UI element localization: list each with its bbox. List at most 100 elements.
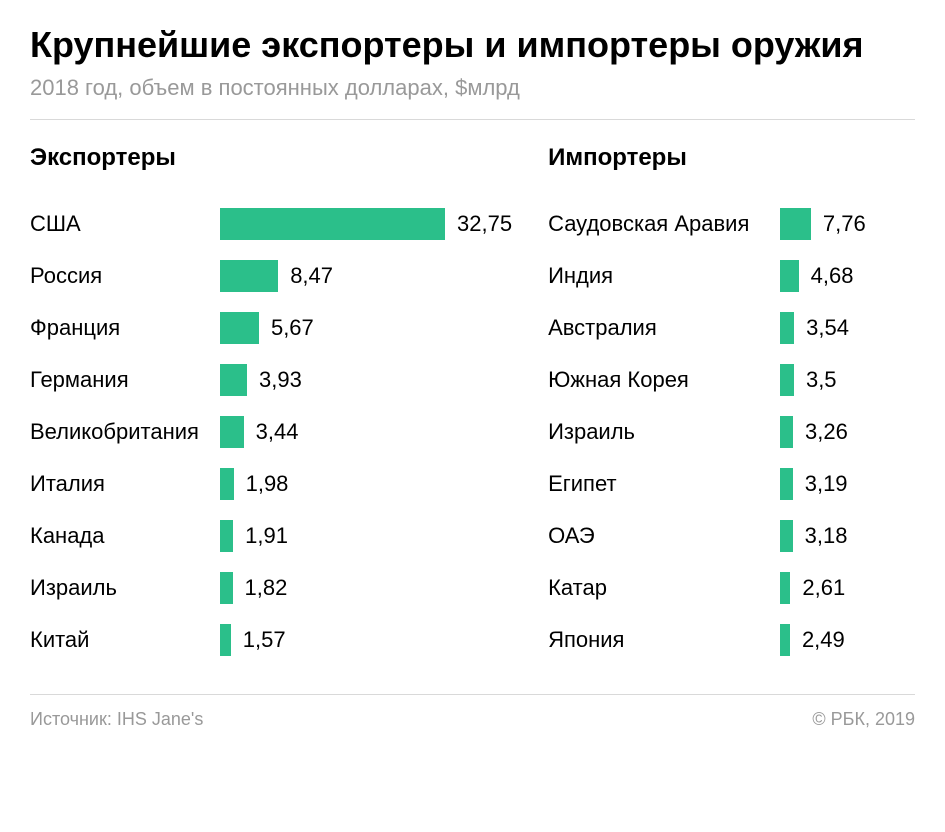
bar <box>780 364 794 396</box>
row-label: Китай <box>30 627 220 653</box>
exporters-rows: США 32,75 Россия 8,47 Франция 5,67 Германия 3,9… <box>30 198 512 666</box>
infographic-container: Крупнейшие экспортеры и импортеры оружия… <box>0 0 945 750</box>
bar <box>780 624 790 656</box>
importers-heading: Импортеры <box>548 144 915 172</box>
row-label: Германия <box>30 367 220 393</box>
chart-row: Индия 4,68 <box>548 250 915 302</box>
row-bar-area: 1,82 <box>220 562 512 614</box>
row-value: 3,19 <box>805 471 848 497</box>
row-value: 32,75 <box>457 211 512 237</box>
row-value: 1,57 <box>243 627 286 653</box>
chart-row: Саудовская Аравия 7,76 <box>548 198 915 250</box>
chart-row: Израиль 1,82 <box>30 562 512 614</box>
row-label: Израиль <box>548 419 780 445</box>
row-value: 1,82 <box>245 575 288 601</box>
row-label: Израиль <box>30 575 220 601</box>
charts-row: Экспортеры США 32,75 Россия 8,47 Франция 5,67… <box>30 144 915 666</box>
chart-row: Израиль 3,26 <box>548 406 915 458</box>
row-bar-area: 3,44 <box>220 406 512 458</box>
row-label: Япония <box>548 627 780 653</box>
bar <box>780 468 793 500</box>
bar <box>220 312 259 344</box>
row-label: ОАЭ <box>548 523 780 549</box>
chart-subtitle: 2018 год, объем в постоянных долларах, $… <box>30 75 915 101</box>
row-bar-area: 1,98 <box>220 458 512 510</box>
row-bar-area: 2,49 <box>780 614 915 666</box>
row-label: Великобритания <box>30 419 220 445</box>
row-value: 4,68 <box>811 263 854 289</box>
chart-row: Египет 3,19 <box>548 458 915 510</box>
bar <box>220 468 234 500</box>
row-label: Австралия <box>548 315 780 341</box>
exporters-heading: Экспортеры <box>30 144 512 172</box>
chart-row: Катар 2,61 <box>548 562 915 614</box>
row-value: 8,47 <box>290 263 333 289</box>
chart-row: Япония 2,49 <box>548 614 915 666</box>
copyright-label: © РБК, 2019 <box>812 709 915 730</box>
row-bar-area: 1,57 <box>220 614 512 666</box>
importers-chart: Импортеры Саудовская Аравия 7,76 Индия 4,68… <box>548 144 915 666</box>
row-value: 1,98 <box>246 471 289 497</box>
row-value: 5,67 <box>271 315 314 341</box>
chart-row: Южная Корея 3,5 <box>548 354 915 406</box>
chart-row: Канада 1,91 <box>30 510 512 562</box>
row-bar-area: 4,68 <box>780 250 915 302</box>
bar <box>780 312 794 344</box>
row-bar-area: 8,47 <box>220 250 512 302</box>
row-label: Катар <box>548 575 780 601</box>
bar <box>780 416 793 448</box>
footer: Источник: IHS Jane's © РБК, 2019 <box>30 694 915 730</box>
row-value: 2,49 <box>802 627 845 653</box>
row-bar-area: 3,18 <box>780 510 915 562</box>
row-bar-area: 3,93 <box>220 354 512 406</box>
row-bar-area: 1,91 <box>220 510 512 562</box>
row-value: 3,93 <box>259 367 302 393</box>
bar <box>780 208 811 240</box>
row-bar-area: 3,54 <box>780 302 915 354</box>
row-label: Франция <box>30 315 220 341</box>
chart-title: Крупнейшие экспортеры и импортеры оружия <box>30 24 915 65</box>
bar <box>220 520 233 552</box>
row-label: Канада <box>30 523 220 549</box>
row-value: 3,18 <box>805 523 848 549</box>
chart-row: Италия 1,98 <box>30 458 512 510</box>
row-value: 2,61 <box>802 575 845 601</box>
row-bar-area: 7,76 <box>780 198 915 250</box>
row-value: 3,26 <box>805 419 848 445</box>
row-bar-area: 5,67 <box>220 302 512 354</box>
row-label: Египет <box>548 471 780 497</box>
bar <box>220 416 244 448</box>
chart-row: Китай 1,57 <box>30 614 512 666</box>
chart-row: ОАЭ 3,18 <box>548 510 915 562</box>
bar <box>780 572 790 604</box>
chart-row: Австралия 3,54 <box>548 302 915 354</box>
row-value: 3,5 <box>806 367 837 393</box>
bar <box>780 260 799 292</box>
row-value: 1,91 <box>245 523 288 549</box>
chart-row: Россия 8,47 <box>30 250 512 302</box>
chart-row: Франция 5,67 <box>30 302 512 354</box>
row-value: 7,76 <box>823 211 866 237</box>
row-label: Южная Корея <box>548 367 780 393</box>
bar <box>220 572 233 604</box>
row-label: США <box>30 211 220 237</box>
bar <box>220 624 231 656</box>
row-label: Индия <box>548 263 780 289</box>
row-label: Саудовская Аравия <box>548 211 780 237</box>
bar <box>220 208 445 240</box>
importers-rows: Саудовская Аравия 7,76 Индия 4,68 Австралия 3… <box>548 198 915 666</box>
row-bar-area: 3,19 <box>780 458 915 510</box>
top-divider <box>30 119 915 120</box>
row-bar-area: 32,75 <box>220 198 512 250</box>
bar <box>220 364 247 396</box>
bar <box>780 520 793 552</box>
row-bar-area: 3,5 <box>780 354 915 406</box>
chart-row: Великобритания 3,44 <box>30 406 512 458</box>
row-value: 3,54 <box>806 315 849 341</box>
source-label: Источник: IHS Jane's <box>30 709 203 730</box>
row-value: 3,44 <box>256 419 299 445</box>
chart-row: Германия 3,93 <box>30 354 512 406</box>
row-label: Россия <box>30 263 220 289</box>
row-bar-area: 2,61 <box>780 562 915 614</box>
row-label: Италия <box>30 471 220 497</box>
